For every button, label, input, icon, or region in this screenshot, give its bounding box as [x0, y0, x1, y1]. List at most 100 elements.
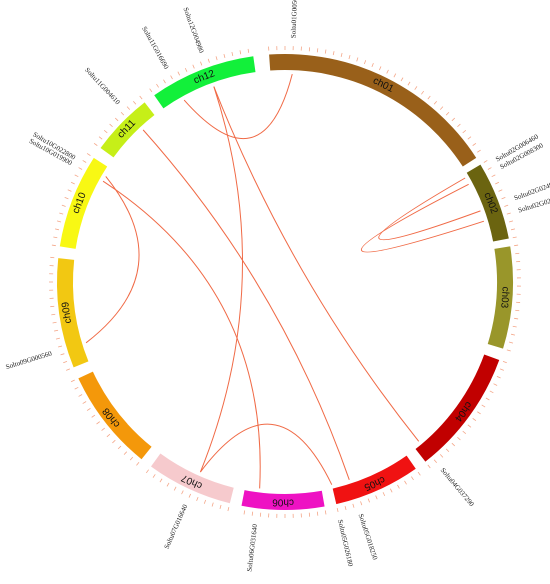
tick-mark: [83, 401, 86, 403]
tick-mark: [94, 143, 97, 145]
tick-mark: [490, 391, 494, 393]
gene-label: Soltu09G000560: [5, 349, 54, 371]
tick-mark: [56, 338, 60, 339]
tick-mark: [509, 342, 513, 343]
tick-mark: [54, 330, 58, 331]
tick-mark: [401, 78, 403, 81]
tick-mark: [200, 62, 201, 66]
tick-mark: [364, 60, 365, 64]
tick-mark: [130, 457, 133, 460]
tick-mark: [379, 66, 381, 70]
tick-mark: [57, 221, 61, 222]
tick-mark: [167, 483, 169, 486]
tick-mark: [185, 68, 187, 72]
tick-mark: [52, 245, 56, 246]
tick-mark: [317, 48, 318, 52]
tick-mark: [353, 504, 354, 508]
tick-mark: [473, 418, 476, 420]
tick-mark: [66, 369, 70, 370]
tick-mark: [497, 376, 501, 378]
tick-mark: [228, 507, 229, 511]
gene-label: Soltu05G018250: [357, 513, 380, 561]
tick-mark: [333, 51, 334, 55]
tick-mark: [390, 489, 392, 493]
gene-label: Soltu07G016640: [163, 503, 190, 550]
tick-mark: [55, 229, 59, 230]
tick-mark: [463, 130, 466, 133]
tick-mark: [71, 380, 75, 382]
tick-mark: [376, 496, 378, 500]
tick-mark: [75, 387, 79, 389]
tick-mark: [62, 205, 66, 206]
tick-mark: [440, 454, 443, 457]
chromosome-ch01: [269, 54, 476, 167]
tick-mark: [357, 58, 358, 62]
tick-mark: [224, 54, 225, 58]
tick-mark: [457, 437, 460, 440]
tick-mark: [140, 96, 142, 99]
tick-mark: [53, 322, 57, 323]
tick-mark: [368, 499, 369, 503]
gene-label: Soltu12G004980: [181, 6, 205, 54]
tick-mark: [127, 107, 130, 110]
tick-mark: [189, 494, 191, 498]
tick-mark: [503, 361, 507, 362]
tick-mark: [511, 229, 515, 230]
tick-mark: [174, 487, 176, 491]
tick-mark: [51, 314, 55, 315]
tick-mark: [99, 137, 102, 139]
tick-mark: [514, 245, 518, 246]
synteny-link: [143, 130, 349, 480]
tick-mark: [79, 168, 82, 170]
tick-mark: [494, 384, 498, 386]
tick-mark: [107, 434, 110, 437]
tick-mark: [428, 96, 430, 99]
tick-mark: [452, 118, 455, 121]
synteny-link: [200, 424, 331, 485]
tick-mark: [59, 213, 63, 214]
tick-mark: [197, 497, 198, 501]
gene-label: Soltu06G031640: [245, 523, 259, 572]
tick-mark: [492, 175, 496, 177]
tick-mark: [504, 205, 508, 206]
tick-mark: [232, 52, 233, 56]
link-layer: [86, 74, 484, 488]
tick-mark: [507, 213, 511, 214]
tick-mark: [71, 182, 75, 184]
tick-mark: [482, 405, 485, 407]
tick-mark: [110, 124, 113, 127]
tick-mark: [171, 76, 173, 79]
tick-mark: [507, 350, 511, 351]
tick-mark: [500, 369, 504, 370]
tick-mark: [434, 101, 437, 104]
gene-label-layer: Soltu01G005640Soltu12G004980Soltu11G0166…: [5, 0, 550, 572]
tick-mark: [477, 412, 480, 414]
tick-mark: [53, 237, 57, 238]
tick-mark: [477, 150, 480, 152]
tick-mark: [83, 160, 86, 162]
tick-mark: [87, 153, 90, 155]
tick-mark: [58, 346, 62, 347]
chromosome-label-ch03: ch03: [498, 286, 511, 309]
tick-mark: [118, 446, 121, 449]
tick-mark: [182, 491, 184, 495]
tick-mark: [133, 101, 136, 104]
tick-mark: [216, 56, 217, 60]
tick-mark: [160, 479, 162, 482]
tick-mark: [208, 59, 209, 63]
tick-mark: [163, 80, 165, 83]
tick-mark: [341, 53, 342, 57]
tick-mark: [361, 501, 362, 505]
tick-mark: [383, 492, 385, 496]
tick-mark: [61, 354, 65, 355]
synteny-link: [200, 87, 242, 472]
tick-mark: [97, 422, 100, 424]
chromosome-ch04: [416, 355, 500, 462]
tick-mark: [104, 130, 107, 133]
gene-label: Soltu05G026180: [336, 519, 355, 568]
tick-mark: [317, 512, 318, 516]
tick-mark: [121, 112, 124, 115]
tick-mark: [63, 361, 67, 362]
